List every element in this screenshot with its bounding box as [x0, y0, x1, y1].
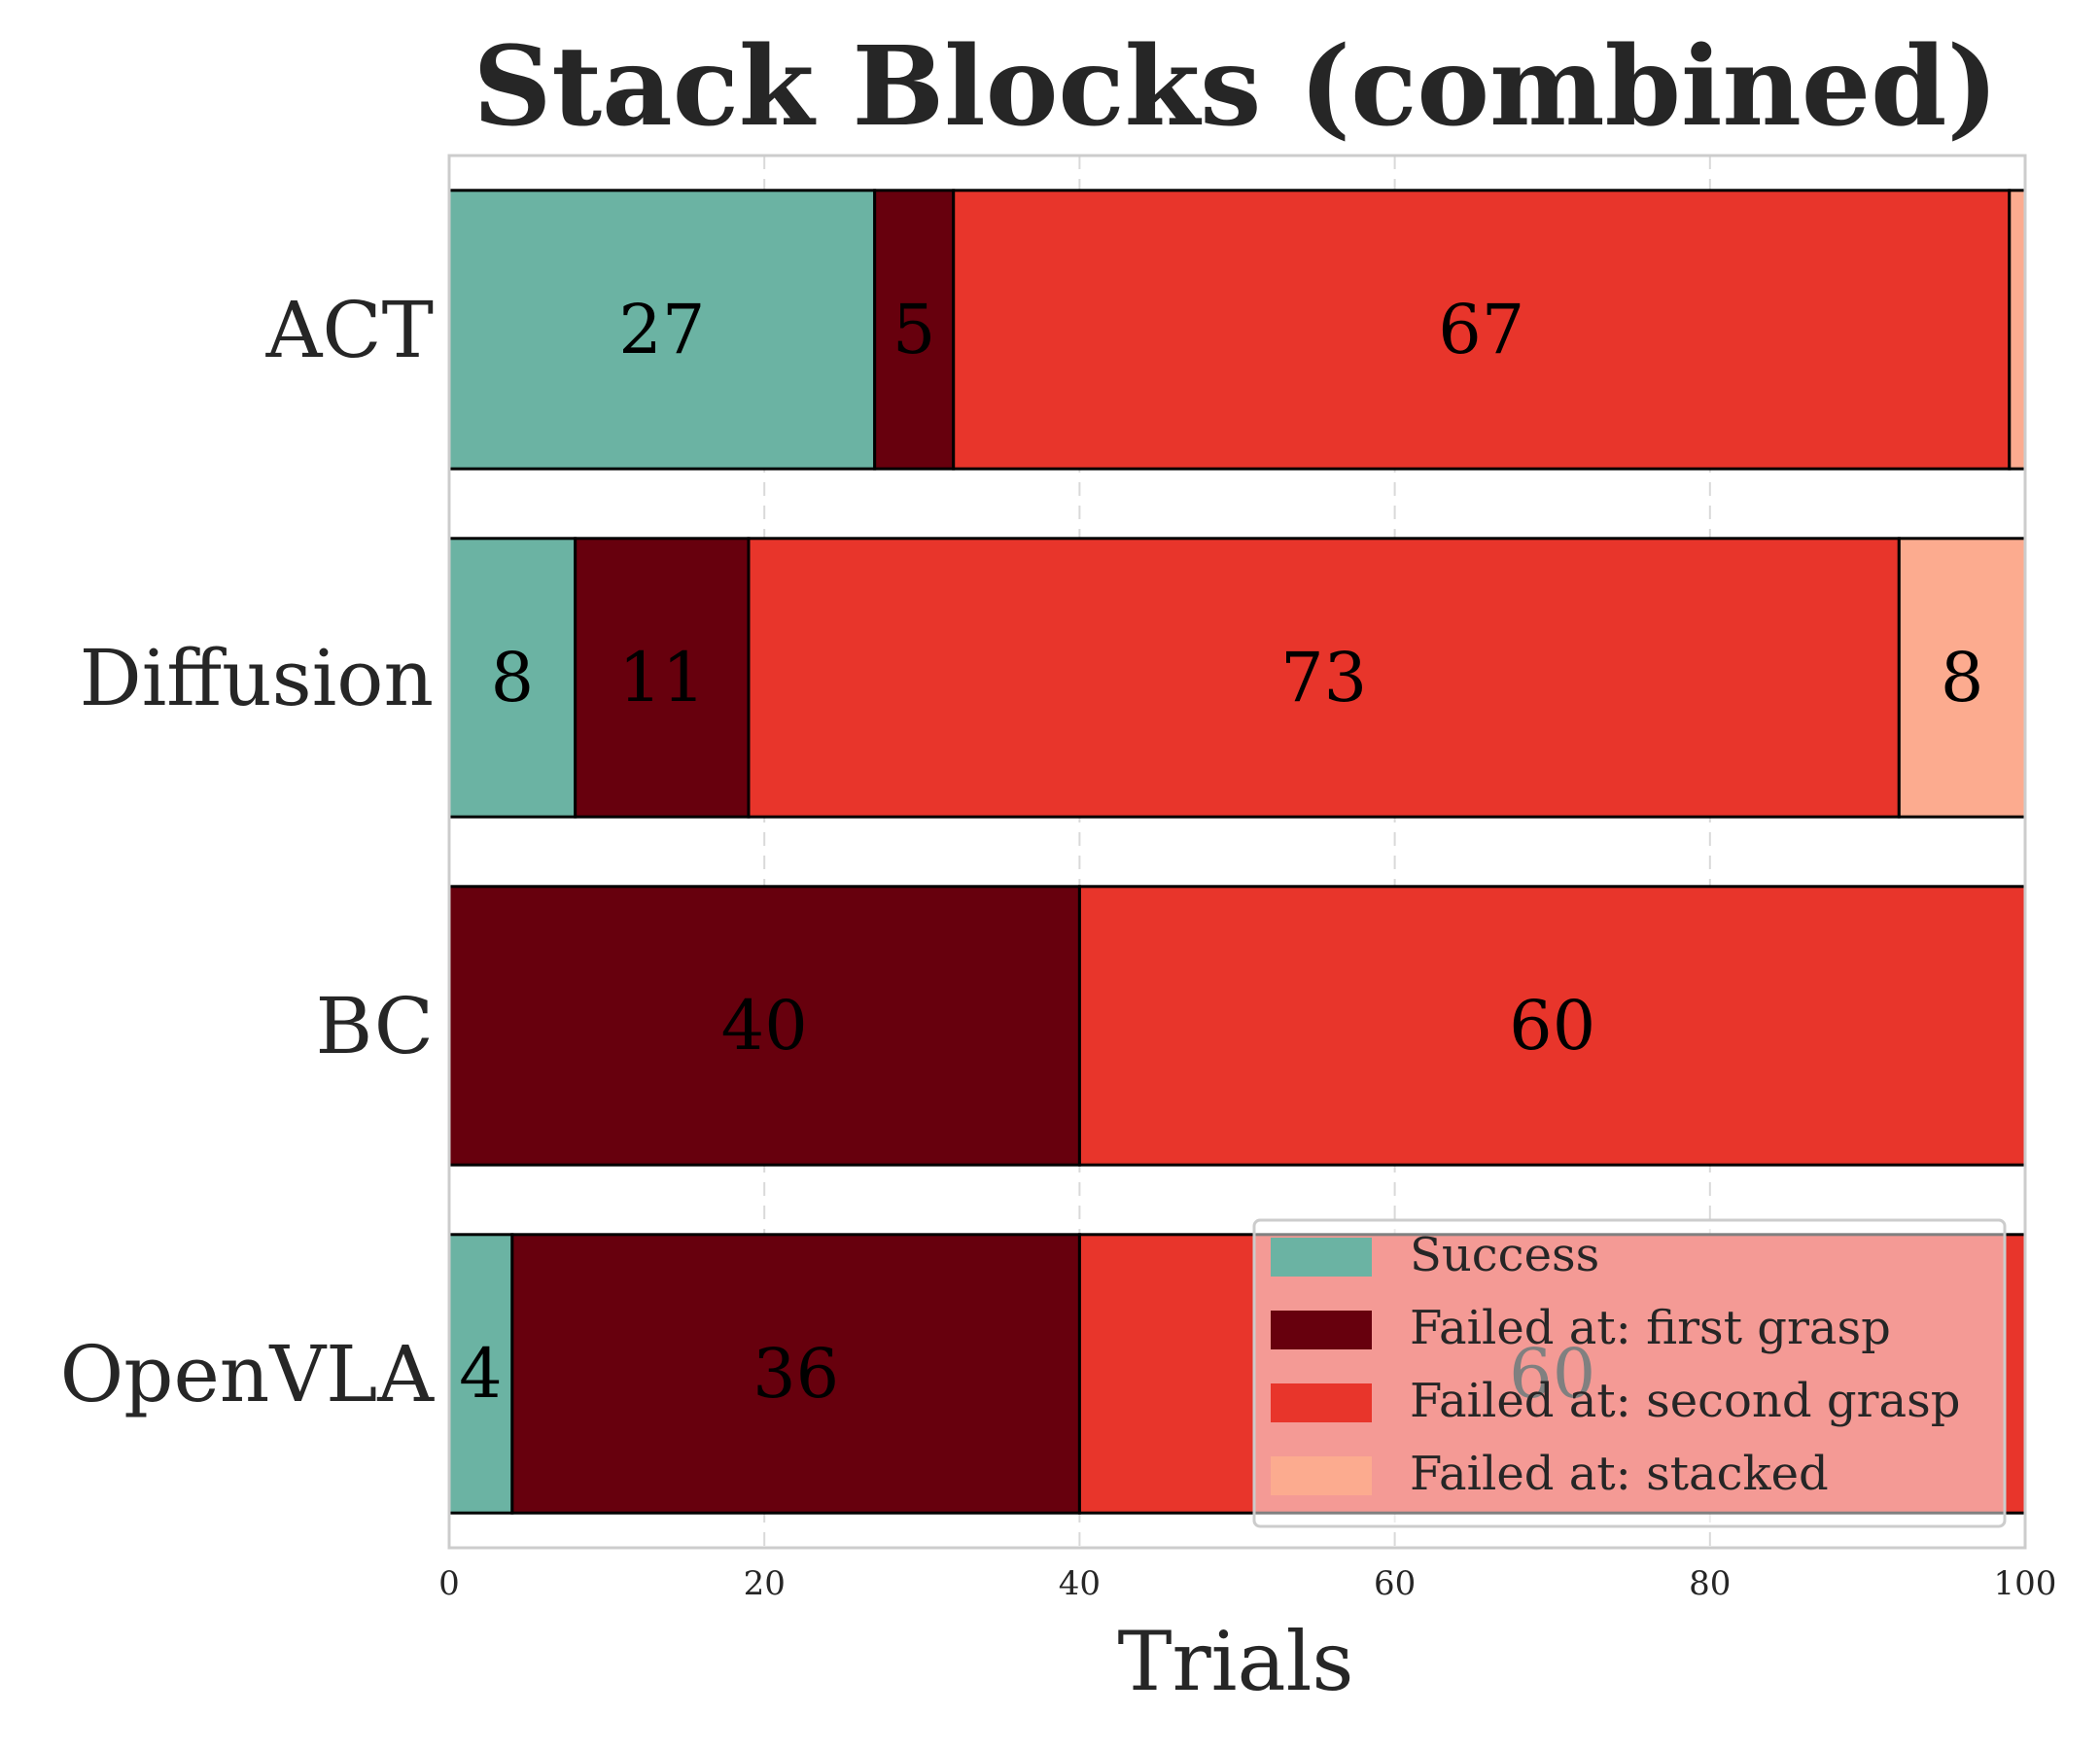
x-tick-label: 100 — [1994, 1564, 2057, 1603]
bar-value-label: 5 — [892, 290, 936, 369]
legend-box — [1252, 1218, 2007, 1528]
bar-value-label: 4 — [459, 1334, 503, 1414]
bar-segment — [510, 1233, 1081, 1515]
bar-value-label: 36 — [752, 1334, 839, 1414]
legend-swatch — [1271, 1311, 1372, 1349]
bar-segment — [873, 189, 956, 471]
x-tick-label: 0 — [438, 1564, 460, 1603]
bar-segment — [447, 537, 578, 819]
bar-segment — [447, 885, 1081, 1167]
bar-segment — [952, 189, 2012, 471]
y-tick-label: Diffusion — [80, 633, 434, 723]
legend-label: Failed at: first grasp — [1410, 1301, 1891, 1355]
bar-segment — [574, 537, 751, 819]
bar-segment — [447, 189, 877, 471]
legend-swatch — [1271, 1456, 1372, 1495]
x-tick-label: 20 — [744, 1564, 786, 1603]
plot-frame — [447, 154, 2027, 1550]
bar-segment — [1077, 885, 2027, 1167]
y-tick-label: BC — [316, 981, 434, 1071]
bar-value-label: 67 — [1438, 290, 1524, 369]
x-tick-label: 60 — [1374, 1564, 1416, 1603]
y-tick-label: ACT — [265, 285, 434, 375]
bar-value-label: 27 — [618, 290, 705, 369]
x-tick-label: 80 — [1689, 1564, 1731, 1603]
value-labels: 27567811738406043660 — [459, 290, 1983, 1414]
legend-swatch — [1271, 1383, 1372, 1422]
x-axis-label: Trials — [1117, 1614, 1353, 1709]
bars — [447, 189, 2027, 1515]
legend-label: Failed at: second grasp — [1410, 1374, 1960, 1428]
y-tick-label: OpenVLA — [60, 1329, 436, 1419]
axes: ACT Diffusion BC OpenVLA 0 20 40 60 80 100 — [60, 154, 2057, 1603]
bar-value-label: 8 — [491, 638, 535, 718]
bar-segment — [2008, 189, 2027, 471]
legend-swatch — [1271, 1238, 1372, 1277]
chart-title: Stack Blocks (combined) — [473, 23, 1999, 151]
legend: Success Failed at: first grasp Failed at: … — [1252, 1218, 2007, 1528]
bar-segment — [747, 537, 1901, 819]
bar-value-label: 8 — [1941, 638, 1984, 718]
bar-value-label: 40 — [721, 986, 808, 1066]
bar-value-label: 11 — [618, 638, 705, 718]
legend-label: Failed at: stacked — [1410, 1447, 1829, 1501]
bar-value-label: 60 — [1509, 986, 1595, 1066]
bar-value-label: 73 — [1280, 638, 1367, 718]
x-tick-label: 40 — [1059, 1564, 1101, 1603]
legend-label: Success — [1410, 1228, 1599, 1282]
